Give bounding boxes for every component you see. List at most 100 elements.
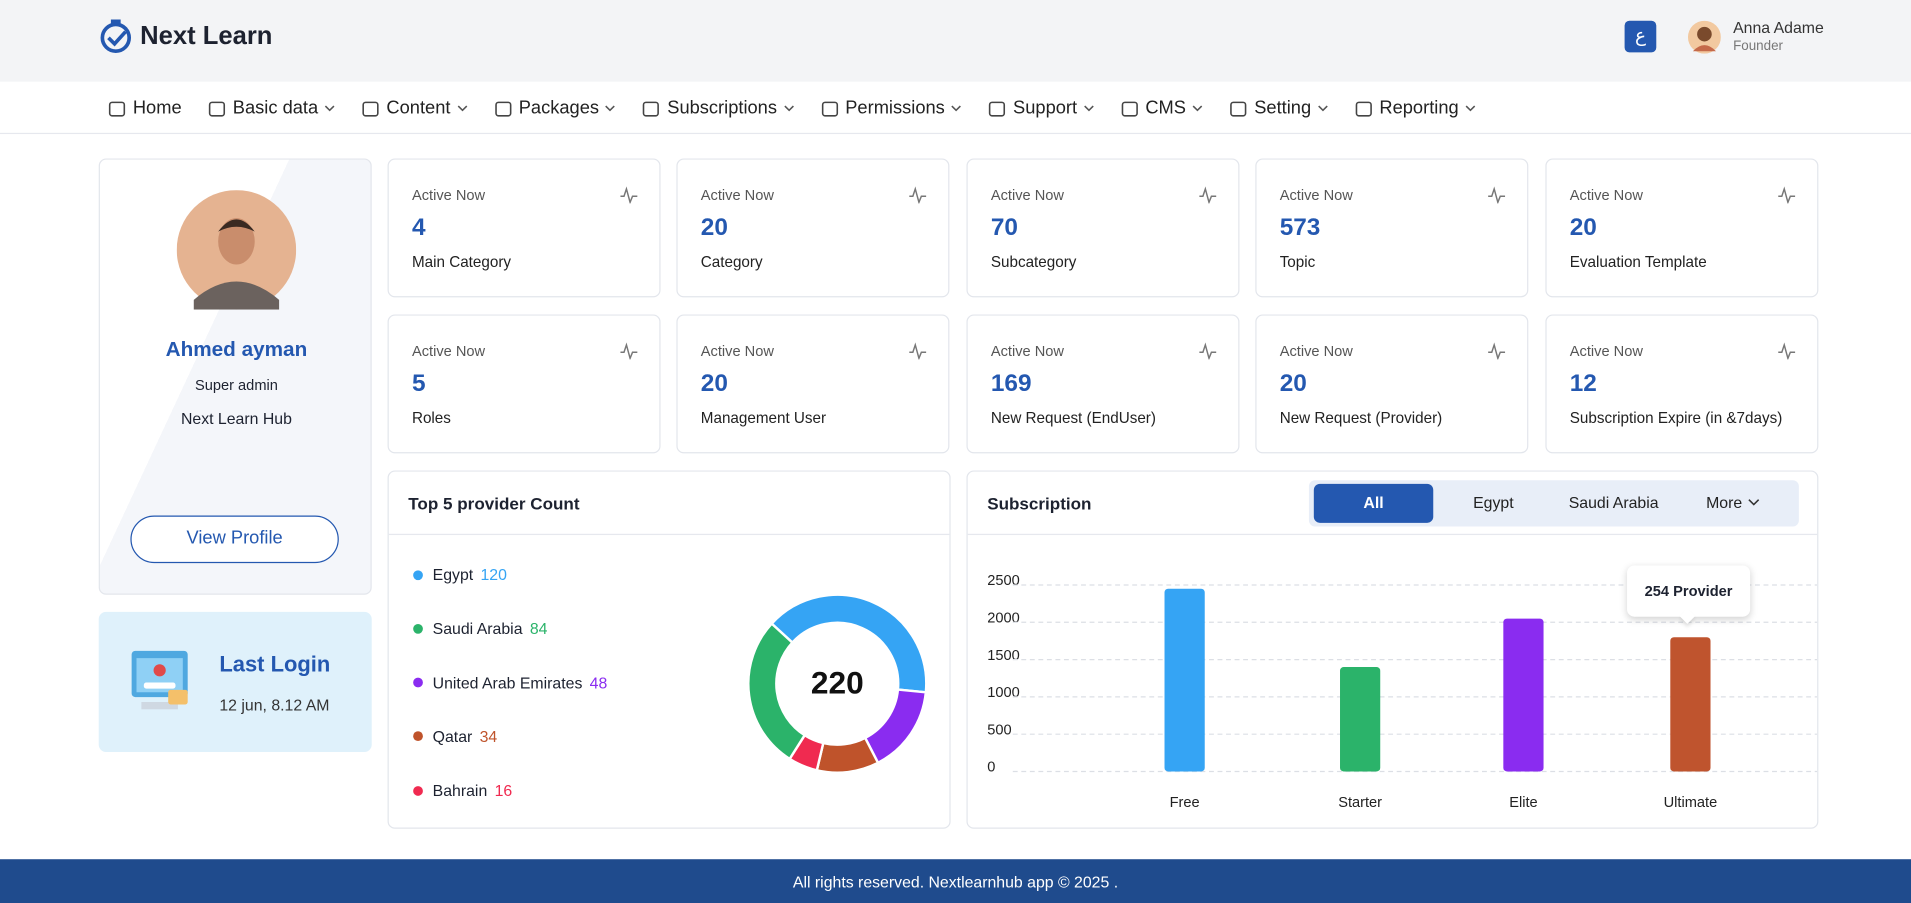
stat-card: Active Now 12 Subscription Expire (in &7da…	[1545, 314, 1819, 454]
stat-label: Active Now	[990, 186, 1065, 204]
icon-shape	[1355, 100, 1372, 116]
nav-icon	[108, 100, 126, 116]
pulse-shape	[909, 342, 927, 360]
tab-bar: All Egypt Saudi Arabia More	[1308, 480, 1799, 527]
panel-title: Top 5 provider Count	[408, 493, 580, 514]
legend-dot	[413, 623, 423, 634]
last-login-time: 12 jun, 8.12 AM	[219, 695, 330, 715]
pulse-icon	[909, 186, 927, 204]
donut-segment	[815, 736, 880, 774]
icon-shape	[208, 100, 226, 116]
profile-role: Super admin	[194, 376, 278, 394]
chevron	[1748, 499, 1760, 506]
pulse-shape	[620, 186, 638, 204]
icon-shape	[821, 100, 838, 116]
stat-name: Evaluation Template	[1569, 253, 1707, 271]
profile-org: Next Learn Hub	[180, 409, 292, 428]
tab[interactable]: Egypt	[1473, 493, 1514, 512]
legend-value: 48	[589, 673, 608, 692]
logo-icon	[100, 19, 132, 54]
icon-shape	[989, 100, 1006, 116]
stat-label: Active Now	[1279, 186, 1353, 204]
nav-item[interactable]: Setting	[1229, 97, 1329, 119]
nav-icon	[821, 100, 838, 116]
nav-icon	[208, 100, 226, 116]
x-tick-label: Starter	[1338, 795, 1382, 811]
nav-icon	[494, 100, 511, 116]
nav-label[interactable]: CMS	[1145, 97, 1186, 119]
nav-label[interactable]: Content	[386, 97, 451, 119]
nav-item[interactable]: Subscriptions	[642, 97, 794, 119]
view-profile-button[interactable]: View Profile	[130, 515, 339, 564]
nav-item[interactable]: Support	[987, 97, 1094, 119]
nav-item[interactable]: Packages	[493, 97, 616, 119]
legend-value: 34	[479, 727, 498, 746]
stat-card: Active Now 20 Evaluation Template	[1545, 158, 1819, 298]
stat-card: Active Now 4 Main Category	[387, 158, 661, 298]
pulse-icon	[1199, 186, 1217, 204]
chevron	[457, 105, 467, 112]
tooltip: 254 Provider	[1627, 565, 1751, 624]
nav-item[interactable]: Basic data	[207, 97, 335, 119]
tab[interactable]: All	[1313, 483, 1434, 523]
stat-card: Active Now 70 Subcategory	[966, 158, 1240, 298]
donut-center: 220	[811, 664, 864, 700]
language-toggle[interactable]: ع	[1624, 20, 1657, 53]
stat-value: 20	[1569, 214, 1597, 242]
legend-label: Qatar	[432, 727, 473, 746]
nav-item[interactable]: Home	[107, 97, 182, 119]
pulse-shape	[1778, 342, 1796, 360]
tab[interactable]: Saudi Arabia	[1568, 493, 1659, 512]
legend-item: Saudi Arabia 84	[413, 619, 547, 638]
nav-label[interactable]: Home	[132, 97, 182, 119]
nav-label[interactable]: Basic data	[232, 97, 319, 119]
chevron	[605, 105, 616, 112]
nav-label[interactable]: Setting	[1254, 97, 1312, 119]
y-tick-label: 0	[987, 760, 995, 776]
nav-icon	[362, 100, 379, 116]
profile-name: Ahmed ayman	[165, 337, 308, 361]
user-name[interactable]: Anna Adame	[1733, 18, 1824, 37]
stat-card: Active Now 169 New Request (EndUser)	[966, 314, 1240, 454]
icon-shape	[362, 100, 379, 116]
y-tick-label: 1500	[987, 648, 1020, 664]
legend-value: 16	[494, 781, 513, 800]
user-avatar[interactable]	[1687, 20, 1721, 54]
x-tick-label: Free	[1170, 795, 1200, 811]
tab[interactable]: More	[1674, 484, 1794, 523]
legend-dot	[413, 731, 423, 742]
stat-label: Active Now	[1279, 342, 1353, 360]
icon-shape	[1121, 100, 1138, 116]
chevron-shape	[1748, 499, 1760, 506]
nav-label[interactable]: Support	[1013, 97, 1078, 119]
stat-name: Subscription Expire (in &7days)	[1569, 409, 1783, 427]
bar-chart: 0 500 1000 1500 2000 2500 Free Starter Elite Ulti…	[987, 573, 1818, 811]
nav-label[interactable]: Subscriptions	[667, 97, 777, 119]
chevron	[783, 105, 794, 112]
stat-value: 4	[411, 214, 426, 242]
nav-label[interactable]: Reporting	[1379, 97, 1459, 119]
nav-item[interactable]: Permissions	[820, 97, 962, 119]
top-bar	[0, 0, 1911, 82]
stat-value: 20	[700, 370, 728, 398]
nav-label[interactable]: Permissions	[845, 97, 945, 119]
user-role: Founder	[1733, 39, 1784, 54]
nav-item[interactable]: Content	[361, 97, 468, 119]
legend-item: Qatar 34	[413, 727, 498, 746]
pulse-shape	[1199, 186, 1217, 204]
legend-item: Bahrain 16	[413, 781, 513, 800]
pulse-icon	[909, 342, 927, 360]
pulse-icon	[1199, 342, 1217, 360]
chevron-shape	[1465, 105, 1476, 112]
stat-value: 20	[1279, 370, 1307, 398]
nav-icon	[1230, 100, 1247, 116]
nav-label[interactable]: Packages	[518, 97, 599, 119]
stat-name: Roles	[411, 409, 451, 427]
icon-shape	[1230, 100, 1247, 116]
pulse-icon	[620, 186, 638, 204]
nav-item[interactable]: Reporting	[1354, 97, 1476, 119]
last-login-card: Last Login 12 jun, 8.12 AM	[98, 611, 372, 752]
donut-segment	[769, 593, 928, 694]
nav-item[interactable]: CMS	[1120, 97, 1203, 119]
